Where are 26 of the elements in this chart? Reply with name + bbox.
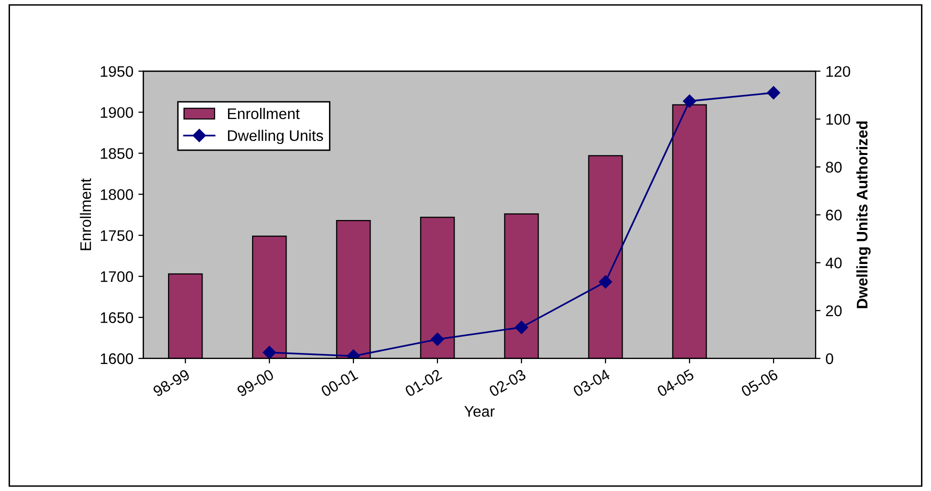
y2-tick-label: 100 xyxy=(826,114,850,125)
y-tick-label: 1800 xyxy=(100,189,134,200)
y2-tick-label: 40 xyxy=(826,258,842,268)
y2-tick-label: 0 xyxy=(826,353,834,364)
point xyxy=(262,346,276,358)
y-tick-label: 1700 xyxy=(100,271,134,282)
y2-tick-label: 120 xyxy=(826,66,850,77)
y-tick-label: 1750 xyxy=(100,230,134,242)
legend-label: Dwelling Units xyxy=(228,130,324,144)
y2-tick-label: 80 xyxy=(826,162,842,173)
point xyxy=(766,86,780,100)
point xyxy=(514,320,528,334)
y2-axis-title: Dwelling Units Authorized xyxy=(856,121,871,308)
y-tick-label: 1850 xyxy=(100,148,134,159)
point xyxy=(598,275,612,288)
legend-label: Enrollment xyxy=(228,108,300,120)
y-tick-label: 1950 xyxy=(100,66,134,77)
y-axis-title: Enrollment xyxy=(80,178,92,250)
y-tick-label: 1900 xyxy=(100,107,134,118)
y-tick-label: 1650 xyxy=(100,312,134,324)
y2-tick-label: 20 xyxy=(826,305,842,316)
x-axis-title: Year xyxy=(464,406,495,417)
point xyxy=(682,94,696,108)
point xyxy=(430,332,444,346)
y2-tick-label: 60 xyxy=(826,210,842,220)
y-tick-label: 1600 xyxy=(100,353,134,364)
